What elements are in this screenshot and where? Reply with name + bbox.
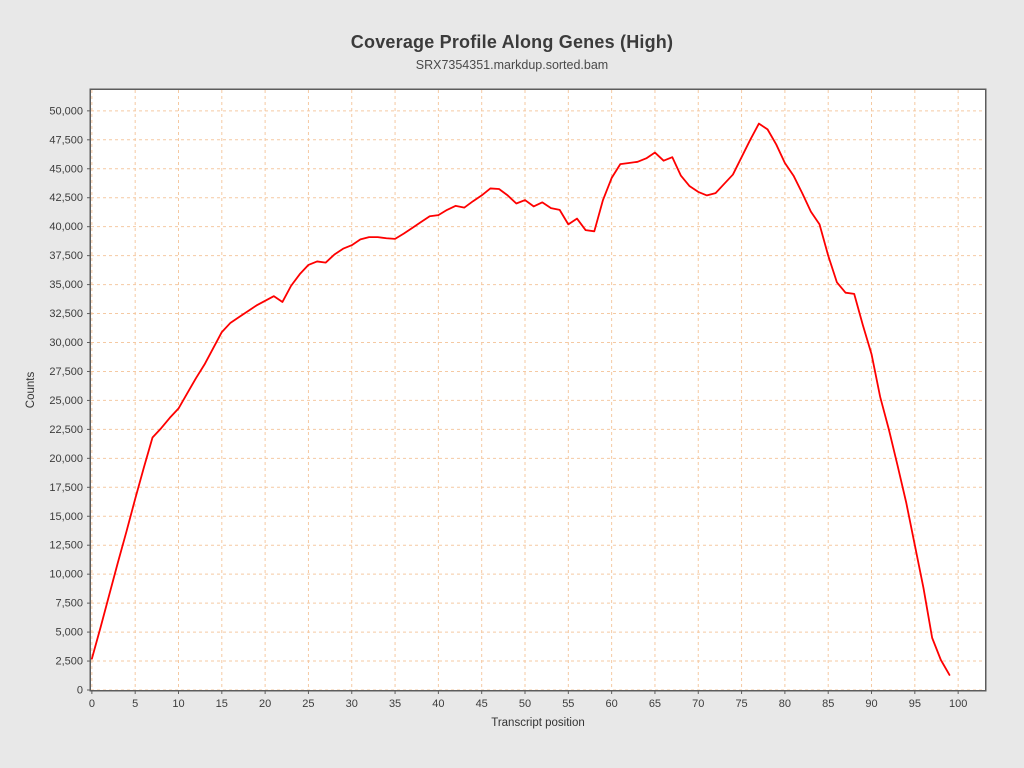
x-tick-label: 75 [735,698,747,710]
x-tick-label: 85 [822,698,834,710]
x-tick-label: 70 [692,698,704,710]
y-tick-label: 50,000 [49,105,83,117]
y-tick-label: 15,000 [49,511,83,523]
y-tick-label: 37,500 [49,250,83,262]
y-axis-title: Counts [25,372,37,409]
chart-subtitle: SRX7354351.markdup.sorted.bam [415,58,609,72]
y-tick-label: 42,500 [49,192,83,204]
y-tick-label: 12,500 [49,540,83,552]
x-tick-label: 55 [562,698,574,710]
x-tick-label: 0 [89,698,95,710]
y-tick-label: 30,000 [49,337,83,349]
tick-label-layer: 0 5 10 15 20 25 30 35 40 45 50 55 60 65 70 75 80 85 90 95 10… [49,105,967,710]
y-tick-label: 40,000 [49,221,83,233]
chart-title: Coverage Profile Along Genes (High) [350,32,674,52]
x-tick-label: 40 [432,698,444,710]
y-tick-label: 45,000 [49,163,83,175]
plot-region: 0 5 10 15 20 25 30 35 40 45 50 55 60 65 70 75 80 85 90 95 10… [49,88,987,710]
y-tick-label: 17,500 [49,482,83,494]
x-tick-label: 80 [779,698,791,710]
x-tick-label: 50 [519,698,531,710]
x-tick-label: 65 [649,698,661,710]
x-tick-label: 100 [949,698,967,710]
y-tick-label: 47,500 [49,134,83,146]
y-tick-label: 0 [77,685,83,697]
plot-border [89,88,987,692]
y-tick-label: 32,500 [49,308,83,320]
x-tick-label: 30 [346,698,358,710]
y-tick-label: 25,000 [49,395,83,407]
y-tick-label: 22,500 [49,424,83,436]
y-tick-label: 27,500 [49,366,83,378]
x-tick-label: 90 [865,698,877,710]
y-tick-label: 10,000 [49,569,83,581]
x-tick-label: 15 [216,698,228,710]
y-tick-label: 35,000 [49,279,83,291]
plot-area [91,90,985,690]
x-tick-label: 10 [172,698,184,710]
x-tick-label: 5 [132,698,138,710]
x-axis-title: Transcript position [491,717,585,729]
x-tick-label: 45 [476,698,488,710]
y-tick-label: 7,500 [55,598,83,610]
y-tick-label: 20,000 [49,453,83,465]
x-tick-label: 20 [259,698,271,710]
x-tick-label: 25 [302,698,314,710]
coverage-line [90,122,951,676]
x-tick-label: 60 [606,698,618,710]
y-tick-label: 5,000 [55,627,83,639]
y-tick-label: 2,500 [55,656,83,668]
x-tick-label: 95 [909,698,921,710]
x-tick-label: 35 [389,698,401,710]
